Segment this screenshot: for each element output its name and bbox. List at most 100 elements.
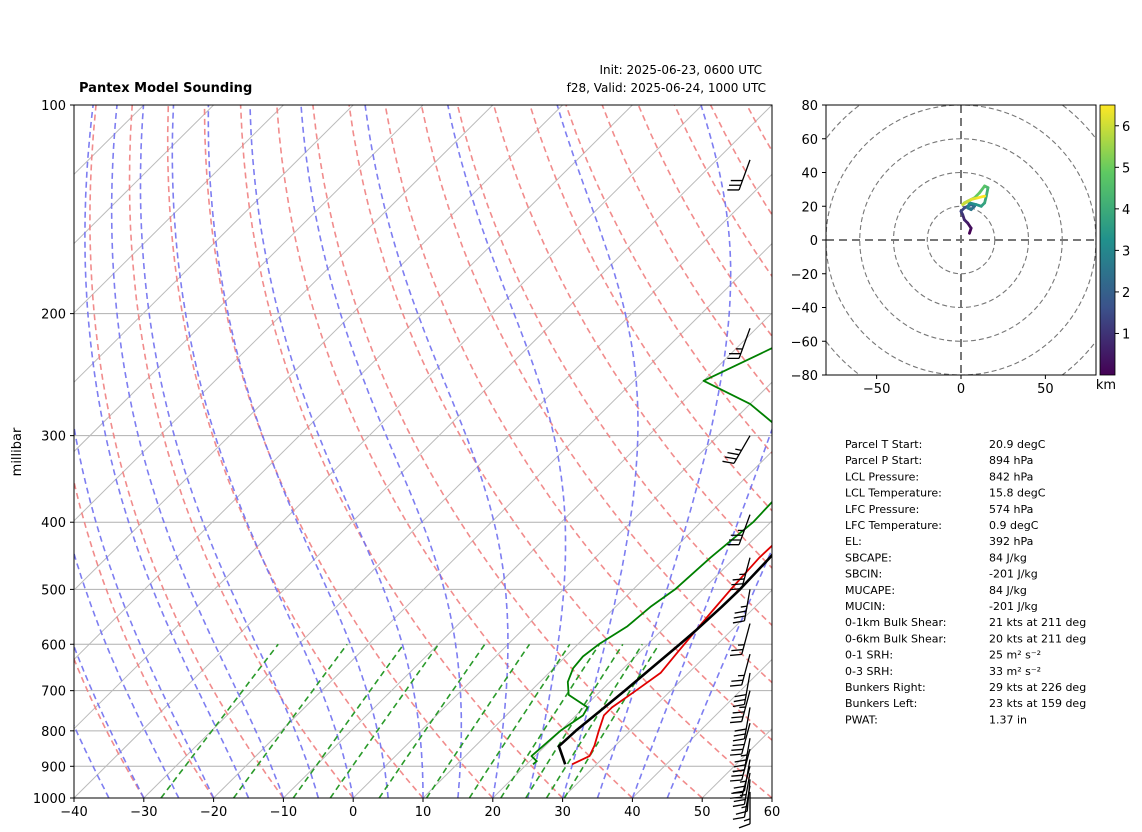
wind-barb-feather (732, 816, 745, 820)
wind-barb-half-feather (740, 754, 748, 757)
isotherm-line (143, 173, 772, 798)
temperature-profile (571, 544, 772, 766)
stat-row: 0-6km Bulk Shear: 20 kts at 211 deg (845, 632, 1086, 645)
x-tick-label: −30 (130, 805, 157, 820)
colorbar-tick-label: 1 (1122, 327, 1130, 342)
dry-adiabat (203, 105, 494, 798)
hodograph-y-tick-label: −40 (791, 302, 818, 317)
stat-label: Bunkers Right: (845, 681, 926, 694)
wind-barb-feather (732, 738, 745, 742)
wind-barb-feather (731, 583, 744, 586)
wind-barb-feather (732, 620, 745, 624)
mixing-ratio-line (329, 643, 440, 798)
dry-adiabat (89, 105, 285, 798)
hodograph-rings (826, 105, 1096, 375)
wind-barb (727, 328, 751, 360)
skewt-axis-ticks: −40 −30 −20 −10 0 10 20 30 40 50 60 100 200 300 400 500… (33, 99, 780, 820)
moist-adiabat (74, 644, 145, 798)
mixing-ratio-line (563, 643, 660, 798)
wind-barb-feather (731, 716, 744, 719)
mixing-ratio-line (468, 643, 571, 798)
y-tick-label: 600 (41, 638, 66, 653)
stat-label: 0-3 SRH: (845, 665, 893, 678)
isotherm-line (632, 658, 772, 798)
isotherm-line (74, 105, 214, 245)
wind-barb (730, 623, 751, 657)
hodograph-y-tick-label: −80 (791, 369, 818, 384)
stat-value: 29 kts at 226 deg (989, 681, 1086, 694)
mixing-ratio-line (545, 643, 643, 798)
wind-barb (730, 766, 751, 799)
isotherm-line (74, 105, 563, 591)
wind-barb-staff (743, 672, 751, 705)
wind-barb-feather (732, 803, 745, 808)
moist-adiabat (631, 426, 772, 798)
wind-barb-feather (732, 769, 745, 773)
isotherm-line (74, 105, 354, 383)
stat-row: Parcel T Start: 20.9 degC (845, 438, 1046, 451)
hodograph-ring (926, 205, 996, 275)
wind-barb-feather (734, 728, 747, 732)
isotherm-line (74, 105, 284, 314)
dry-adiabat (819, 105, 1142, 798)
wind-barb (732, 707, 751, 742)
mixing-ratio-line (232, 643, 348, 798)
wind-barb-staff (741, 623, 751, 655)
y-tick-label: 100 (41, 99, 66, 114)
wind-barb-feather (722, 460, 735, 464)
stat-value: 0.9 degC (989, 519, 1039, 532)
colorbar-tick-label: 2 (1122, 286, 1130, 301)
stat-row: 0-1km Bulk Shear: 21 kts at 211 deg (845, 616, 1086, 629)
stat-value: 1.37 in (989, 713, 1027, 726)
moist-adiabat (666, 547, 772, 798)
wind-barb (727, 514, 751, 546)
dry-adiabat (673, 105, 772, 278)
hodograph-y-tick-label: 20 (801, 200, 818, 215)
dry-adiabat (529, 105, 772, 512)
dry-adiabat (276, 105, 633, 798)
mixing-ratio-line (378, 643, 486, 798)
sounding-parameters-table: Parcel T Start: 20.9 degC Parcel P Start: 8… (845, 438, 1086, 726)
dry-adiabat (312, 105, 703, 798)
stat-label: MUCIN: (845, 600, 885, 613)
isotherm-line (74, 105, 494, 522)
dry-adiabat (74, 478, 215, 798)
dry-adiabat (565, 105, 772, 455)
y-tick-label: 700 (41, 685, 66, 700)
stat-value: -201 J/kg (989, 600, 1038, 613)
parcel-profile (557, 553, 772, 765)
wind-barb-feather (734, 693, 747, 698)
hodograph-axis-ticks: −50 0 50 −80 −60 −40 −20 0 20 40 60 80 (791, 99, 1054, 397)
isotherm-line (352, 381, 772, 798)
isotherm-line (74, 105, 703, 730)
isotherm-line (771, 797, 772, 798)
mixing-ratio-line (525, 643, 624, 798)
stat-row: MUCIN: -201 J/kg (845, 600, 1038, 613)
init-time-label: Init: 2025-06-23, 0600 UTC (599, 63, 762, 77)
wind-barb-feather (730, 587, 742, 591)
stat-value: 20.9 degC (989, 438, 1046, 451)
wind-barb-staff (743, 589, 751, 622)
dry-adiabat (855, 105, 1142, 798)
colorbar-tick-label: 6 (1122, 120, 1130, 135)
wind-barb-half-feather (740, 605, 748, 608)
stat-value: 33 m² s⁻² (989, 665, 1041, 678)
wind-barb-feather (732, 711, 745, 714)
colorbar-label: km (1096, 378, 1116, 393)
stat-value: 23 kts at 159 deg (989, 697, 1086, 710)
dry-adiabat (456, 105, 772, 627)
wind-barb-feather (730, 779, 742, 782)
stat-row: PWAT: 1.37 in (845, 713, 1027, 726)
wind-barb-staff (741, 748, 751, 781)
wind-barb-staff (738, 159, 751, 191)
dry-adiabat (709, 105, 772, 217)
x-tick-label: 30 (554, 805, 571, 820)
wind-barb (738, 791, 751, 829)
stat-row: 0-3 SRH: 33 m² s⁻² (845, 665, 1041, 678)
moist-adiabat (249, 105, 424, 798)
x-tick-label: −10 (270, 805, 297, 820)
stat-label: PWAT: (845, 713, 878, 726)
x-tick-label: 0 (349, 805, 357, 820)
moist-adiabat (74, 723, 110, 798)
stat-value: 84 J/kg (989, 584, 1027, 597)
